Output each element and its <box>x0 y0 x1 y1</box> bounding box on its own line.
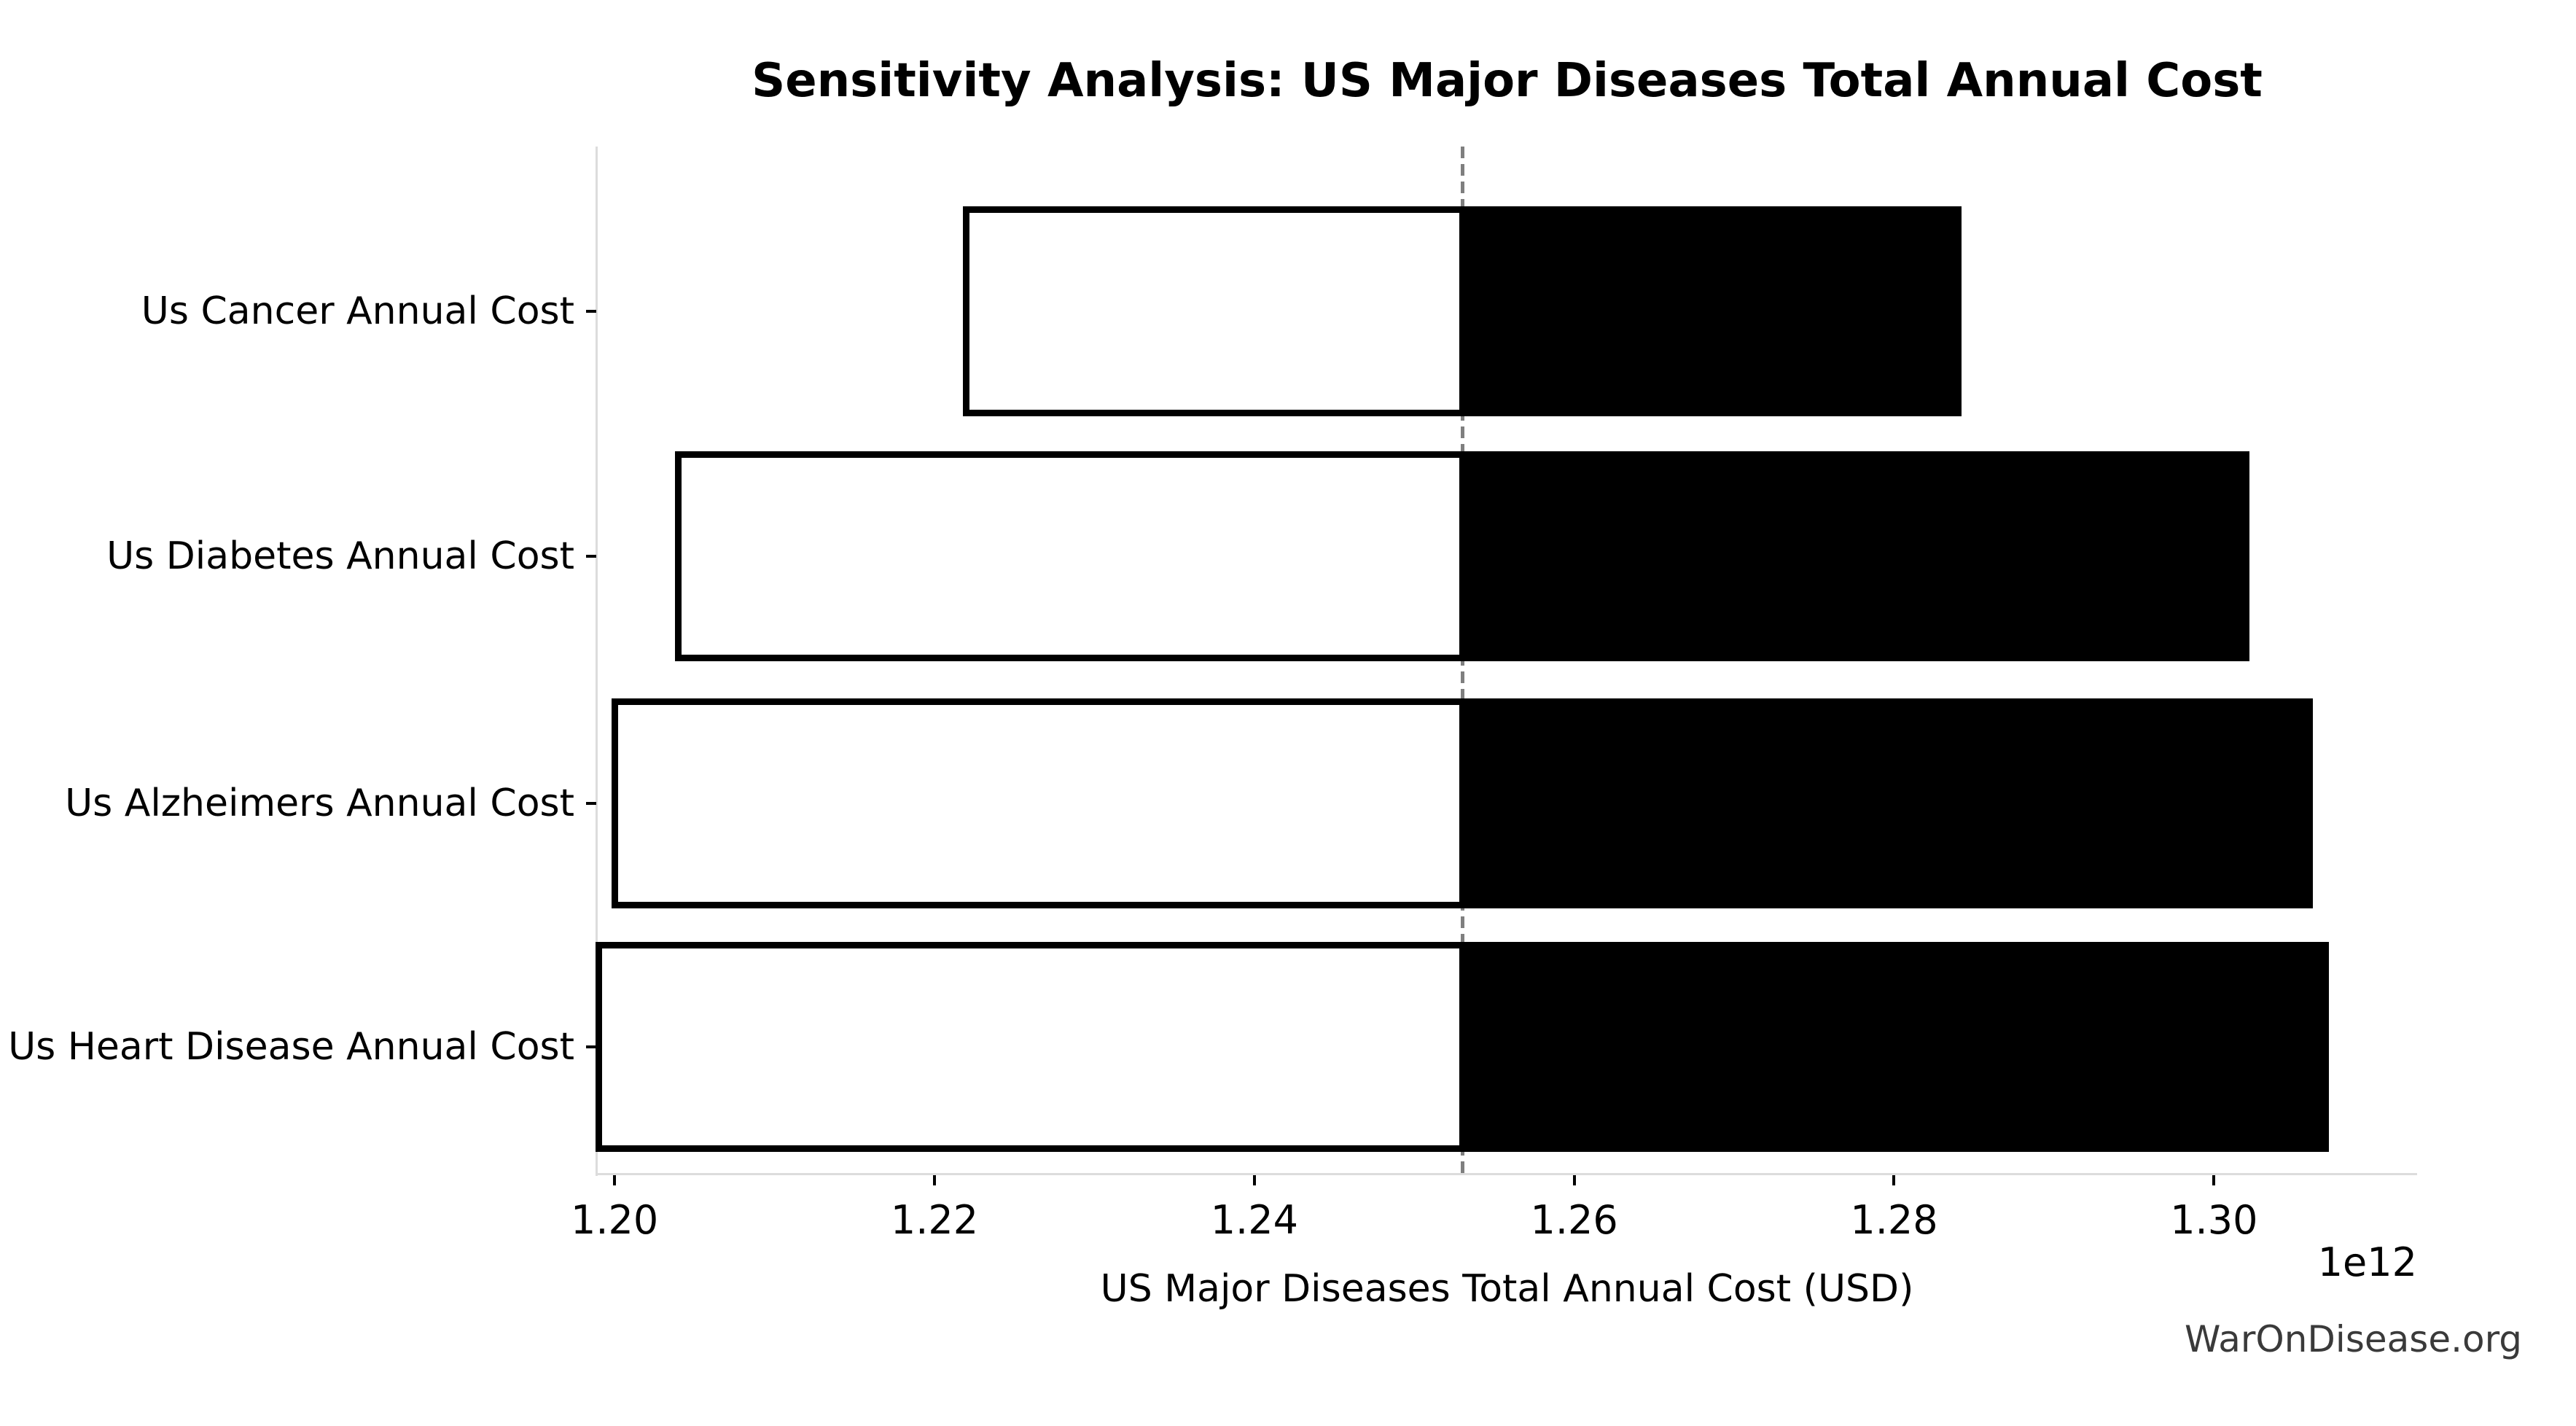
x-tick-1.24 <box>1252 1175 1256 1185</box>
chart-title: Sensitivity Analysis: US Major Diseases … <box>752 54 2263 108</box>
y-tick-label-us-heart-disease-annual-cost: Us Heart Disease Annual Cost <box>8 1025 574 1069</box>
watermark-text: WarOnDisease.org <box>2184 1318 2522 1360</box>
y-tick-us-cancer-annual-cost <box>586 310 596 313</box>
x-tick-label-1.22: 1.22 <box>890 1197 979 1243</box>
y-tick-us-heart-disease-annual-cost <box>586 1045 596 1048</box>
bar-high-us-diabetes-annual-cost <box>1462 451 2249 661</box>
x-tick-label-1.26: 1.26 <box>1530 1197 1618 1243</box>
y-tick-us-alzheimers-annual-cost <box>586 802 596 805</box>
bar-high-us-alzheimers-annual-cost <box>1462 698 2314 908</box>
x-axis-offset-label: 1e12 <box>2317 1239 2417 1285</box>
x-axis-spine <box>596 1173 2417 1175</box>
bar-high-us-cancer-annual-cost <box>1462 206 1962 416</box>
x-tick-1.28 <box>1892 1175 1896 1185</box>
y-tick-label-us-diabetes-annual-cost: Us Diabetes Annual Cost <box>106 534 574 578</box>
y-tick-us-diabetes-annual-cost <box>586 555 596 558</box>
x-tick-label-1.28: 1.28 <box>1850 1197 1938 1243</box>
x-tick-label-1.20: 1.20 <box>571 1197 659 1243</box>
x-axis-title: US Major Diseases Total Annual Cost (USD… <box>1100 1267 1914 1311</box>
x-tick-1.22 <box>932 1175 936 1185</box>
bar-high-us-heart-disease-annual-cost <box>1462 942 2330 1152</box>
y-tick-label-us-alzheimers-annual-cost: Us Alzheimers Annual Cost <box>65 782 574 825</box>
x-tick-1.26 <box>1572 1175 1576 1185</box>
x-tick-1.20 <box>613 1175 617 1185</box>
x-tick-label-1.24: 1.24 <box>1210 1197 1298 1243</box>
bar-low-us-cancer-annual-cost <box>963 206 1466 416</box>
x-tick-label-1.30: 1.30 <box>2170 1197 2258 1243</box>
bar-low-us-alzheimers-annual-cost <box>611 698 1466 908</box>
y-tick-label-us-cancer-annual-cost: Us Cancer Annual Cost <box>141 289 574 333</box>
x-tick-1.30 <box>2212 1175 2216 1185</box>
bar-low-us-diabetes-annual-cost <box>675 451 1466 661</box>
bar-low-us-heart-disease-annual-cost <box>595 942 1466 1152</box>
y-axis-spine <box>596 147 598 1176</box>
